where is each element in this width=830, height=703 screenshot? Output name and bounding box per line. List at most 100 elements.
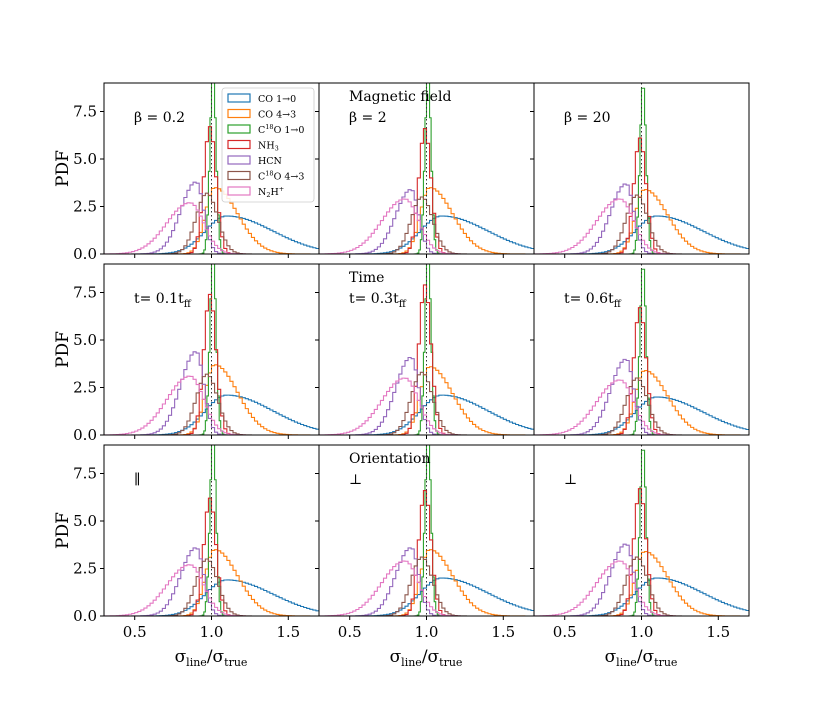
series-c18o-4-3-r2-c2 [534,556,749,616]
series-nh3-r2-c2 [534,488,749,616]
panel-label: ⊥ [564,472,577,488]
series-n2h-r1-c2 [534,379,749,435]
ytick-label: 0.0 [73,245,97,263]
series-n2h-r0-c1 [319,198,534,254]
series-nh3-r0-c0 [104,126,319,254]
series-c18o-4-3-r1-c0 [104,373,319,435]
panel-label: t= 0.6tff [564,291,622,310]
ytick-label: 0.0 [73,426,97,444]
legend-label-co-4-3: CO 4→3 [258,110,296,121]
ytick-label: 7.5 [73,103,97,121]
panel-label: ∥ [134,472,140,488]
xtick-label: 1.0 [415,623,439,641]
series-nh3-r1-c0 [104,293,319,435]
panel-r2-c1: 0.5 1.0 1.5 Orientation ⊥ [315,444,535,641]
xlabel-col-1: σline/σtrue [390,647,463,669]
panel-label: ⊥ [349,472,362,488]
panel-plot-area [534,83,749,254]
series-nh3-r0-c2 [534,137,749,254]
series-c18o-4-3-r2-c1 [319,556,534,616]
panel-r1-c0: 0.0 2.5 5.0 7.5 PDF t= 0.1tff [53,263,320,444]
legend-swatch-c18o-4-3 [227,170,251,181]
ytick-label: 0.0 [73,607,97,625]
legend-entry-hcn: HCN [227,155,282,167]
row-title-time: Time [349,270,384,286]
panel-r1-c1: Time t= 0.3tff [315,263,535,439]
ytick-label: 7.5 [73,284,97,302]
row-title-magnetic-field: Magnetic field [349,89,451,105]
ytick-label: 5.0 [73,512,97,530]
series-nh3-r1-c2 [534,307,749,435]
legend-entry-nh3: NH3 [227,139,279,153]
xlabel-col-0: σline/σtrue [175,647,248,669]
legend-label-co-1-0: CO 1→0 [258,94,296,105]
panel-plot-area [319,445,534,616]
panel-r2-c0: 0.0 2.5 5.0 7.5 0.5 1.0 1.5 PDF ∥ [53,444,320,641]
ytick-label: 2.5 [73,198,97,216]
xtick-label: 1.5 [706,623,730,641]
legend-label-n2h: N2H+ [258,185,284,199]
ytick-label: 2.5 [73,379,97,397]
panel-r0-c0: 0.0 2.5 5.0 7.5 PDF β = 0.2 [53,82,320,263]
panel-plot-area [104,264,319,435]
ytick-label: 5.0 [73,331,97,349]
panel-r1-c2: t= 0.6tff [530,263,750,439]
panel-r0-c2: β = 20 [530,82,750,258]
series-nh3-r2-c1 [319,490,534,616]
legend-swatch-c18o-1-0 [227,124,251,134]
panel-plot-area [319,83,534,254]
panel-plot-area [104,445,319,616]
panel-plot-area [534,445,749,616]
legend-entry-co-1-0: CO 1→0 [227,93,296,105]
legend-label-c18o-1-0: C18O 1→0 [258,123,304,136]
panel-r2-c2: 0.5 1.0 1.5 ⊥ [530,444,750,641]
xlabel-col-2: σline/σtrue [605,647,678,669]
xtick-label: 1.0 [630,623,654,641]
legend-swatch-co-4-3 [227,108,251,119]
legend-entry-n2h: N2H+ [227,185,284,199]
legend-swatch-co-1-0 [227,93,251,103]
series-n2h-r1-c0 [104,375,319,435]
ylabel: PDF [53,512,73,549]
panel-label: β = 0.2 [134,110,185,126]
panel-label: t= 0.1tff [134,291,192,310]
xtick-label: 1.0 [200,623,224,641]
legend: CO 1→0 CO 4→3 C18O 1→0 NH3 HCN C18O 4→3 … [221,87,315,203]
labels-layer: σline/σtrue σline/σtrue σline/σtrue [175,647,678,669]
xtick-label: 0.5 [338,623,362,641]
panel-label: β = 2 [349,110,387,126]
series-n2h-r0-c2 [534,198,749,254]
panel-label: β = 20 [564,110,611,126]
series-n2h-r2-c0 [104,564,319,616]
ytick-label: 7.5 [73,465,97,483]
panel-label: t= 0.3tff [349,291,407,310]
row-title-orientation: Orientation [349,451,430,467]
series-n2h-r2-c2 [534,560,749,616]
panel-r0-c1: Magnetic field β = 2 [315,82,535,258]
panel-plot-area [534,264,749,435]
legend-swatch-nh3 [227,139,251,150]
series-n2h-r2-c1 [319,560,534,616]
series-n2h-r1-c1 [319,377,534,435]
ylabel: PDF [53,150,73,187]
xtick-label: 0.5 [123,623,147,641]
xtick-label: 1.5 [491,623,515,641]
xtick-label: 1.5 [276,623,300,641]
series-c18o-4-3-r1-c1 [319,371,534,435]
series-c18o-4-3-r0-c0 [104,192,319,254]
ylabel: PDF [53,331,73,368]
panel-plot-area [319,264,534,435]
series-n2h-r0-c0 [104,202,319,254]
ytick-label: 2.5 [73,560,97,578]
panels-layer: 0.0 2.5 5.0 7.5 PDF β = 0.2 Magnetic field β = … [53,82,750,641]
xtick-label: 0.5 [553,623,577,641]
legend-swatch-hcn [227,155,251,165]
legend-frame [221,87,315,203]
legend-entry-co-4-3: CO 4→3 [227,108,296,121]
legend-label-c18o-4-3: C18O 4→3 [258,170,304,183]
ytick-label: 5.0 [73,150,97,168]
legend-swatch-n2h [227,186,251,196]
series-c18o-4-3-r1-c2 [534,377,749,435]
series-c18o-4-3-r0-c2 [534,194,749,254]
